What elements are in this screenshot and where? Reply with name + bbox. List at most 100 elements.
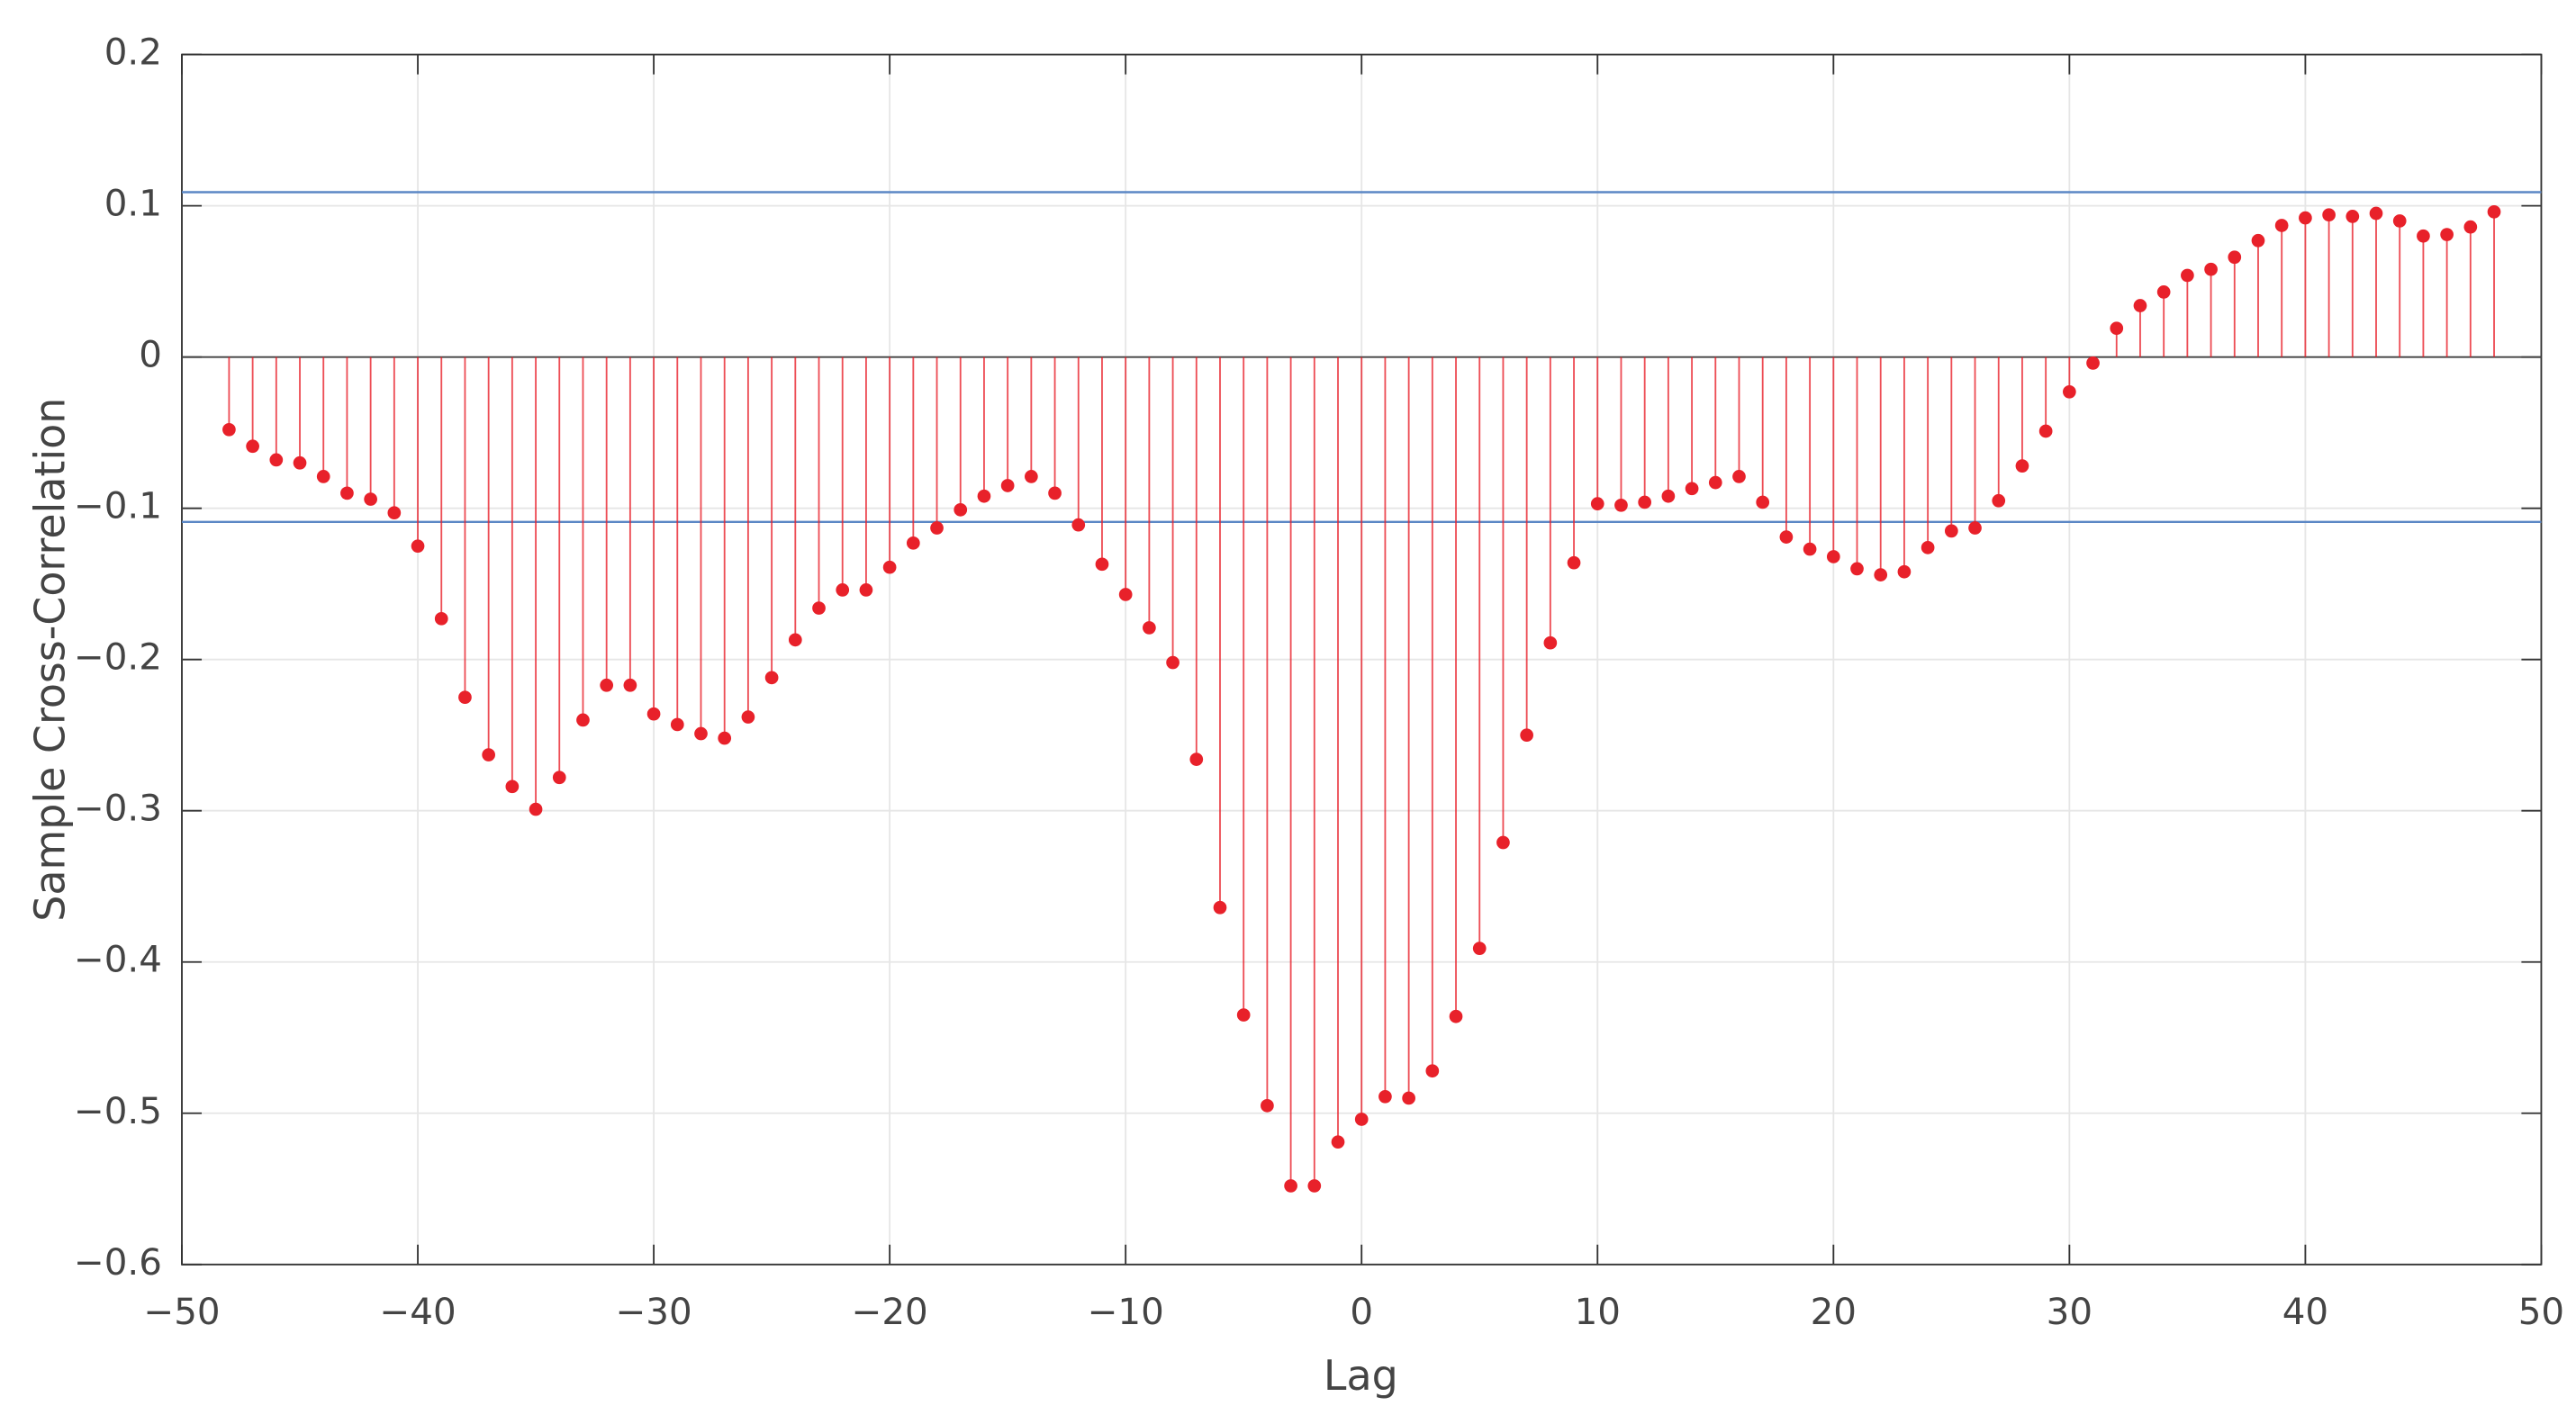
x-tick-label: 30 [2047, 1291, 2092, 1333]
stem-marker [812, 601, 826, 615]
stem-marker [1000, 479, 1015, 492]
stem-marker [434, 611, 448, 626]
x-tick-label: 20 [1811, 1291, 1857, 1333]
stem-marker [2346, 210, 2360, 223]
x-tick-label: −10 [1088, 1291, 1164, 1333]
stem-marker [1189, 753, 1204, 766]
stem-marker [458, 690, 472, 705]
stem-marker [1779, 530, 1794, 544]
stem-marker [1025, 470, 1038, 483]
stem-marker [1354, 1113, 1369, 1126]
stem-marker [2156, 285, 2171, 299]
stem-marker [2392, 214, 2407, 228]
stem-marker [694, 726, 708, 741]
stem-marker [930, 521, 944, 535]
stem-marker [1520, 728, 1533, 743]
stem-marker [1496, 835, 1510, 850]
stem-marker [1661, 489, 1676, 503]
x-tick-label: −50 [143, 1291, 220, 1333]
stem-marker [2133, 299, 2147, 312]
stem-marker [646, 707, 661, 721]
stem-marker [1732, 470, 1746, 483]
stem-marker [1284, 1179, 1297, 1193]
x-tick-label: −40 [379, 1291, 456, 1333]
y-tick-label: −0.5 [74, 1090, 162, 1132]
y-axis-label: Sample Cross-Correlation [25, 398, 74, 922]
stem-marker [977, 489, 991, 503]
stem-marker [1874, 568, 1888, 581]
stem-marker [1590, 497, 1604, 510]
y-tick-label: −0.1 [74, 485, 162, 527]
stem-marker [2038, 424, 2053, 438]
stem-marker [1803, 542, 1817, 556]
stem-marker [1944, 524, 1958, 538]
stem-marker [836, 583, 850, 597]
plot-frame [181, 53, 2543, 1266]
stem-marker [316, 470, 330, 483]
y-tick-label: 0.1 [104, 183, 162, 225]
stem-marker [1071, 518, 1086, 532]
stem-marker [364, 492, 377, 506]
stem-marker [411, 539, 425, 554]
stem-marker [2369, 206, 2383, 221]
stem-marker [2463, 220, 2478, 234]
stem-marker [764, 671, 779, 685]
x-axis-label: Lag [1324, 1351, 1398, 1400]
stem-marker [1756, 495, 1770, 509]
stem-marker [1567, 555, 1581, 570]
y-tick-label: −0.6 [74, 1241, 162, 1284]
stem-marker [1331, 1135, 1345, 1149]
x-tick-label: −20 [852, 1291, 928, 1333]
stem-marker [670, 717, 684, 732]
stem-marker [1378, 1089, 1392, 1104]
stem-marker [1968, 521, 1982, 535]
stem-marker [1685, 482, 1699, 496]
stem-marker [1236, 1008, 1251, 1022]
x-tick-label: 0 [1350, 1291, 1373, 1333]
stem-marker [906, 536, 920, 550]
stem-marker [1449, 1009, 1463, 1023]
stem-marker [788, 633, 802, 647]
y-tick-label: 0 [139, 334, 162, 376]
stem-marker [2274, 219, 2289, 232]
stem-marker [2440, 228, 2454, 241]
stem-marker [2251, 233, 2265, 248]
stem-marker [1992, 493, 2006, 508]
stem-marker [1118, 588, 1133, 601]
x-tick-label: 10 [1575, 1291, 1621, 1333]
stem-marker [505, 780, 520, 794]
stem-marker [2086, 356, 2100, 370]
stem-marker [1166, 655, 1180, 670]
y-tick-label: −0.2 [74, 636, 162, 679]
stem-marker [576, 713, 590, 727]
stem-marker [1708, 475, 1722, 490]
stem-marker [1543, 635, 1558, 650]
y-tick-label: −0.4 [74, 939, 162, 981]
stem-marker [529, 802, 543, 816]
stem-marker [1472, 942, 1487, 955]
stem-marker [859, 583, 873, 597]
stem-marker [1143, 621, 1156, 635]
stem-marker [954, 503, 968, 517]
stem-marker [1921, 541, 1935, 554]
stem-marker [1850, 562, 1864, 576]
stem-marker [1897, 564, 1912, 579]
stem-marker [2063, 384, 2076, 399]
y-tick-label: 0.2 [104, 32, 162, 74]
stem-marker [2110, 321, 2124, 336]
stem-marker [1048, 486, 1062, 500]
stem-marker [269, 453, 284, 467]
stem-marker [1614, 498, 1628, 512]
stem-marker [552, 771, 566, 785]
x-tick-label: 50 [2518, 1291, 2564, 1333]
stem-marker [293, 455, 307, 470]
x-tick-label: −30 [615, 1291, 691, 1333]
stem-marker [2204, 262, 2218, 276]
stem-marker [2299, 211, 2312, 225]
stem-marker [741, 710, 755, 724]
stem-marker [1826, 550, 1840, 563]
stem-marker [1638, 495, 1652, 509]
stem-marker [1425, 1064, 1440, 1078]
stem-marker [2228, 250, 2242, 265]
